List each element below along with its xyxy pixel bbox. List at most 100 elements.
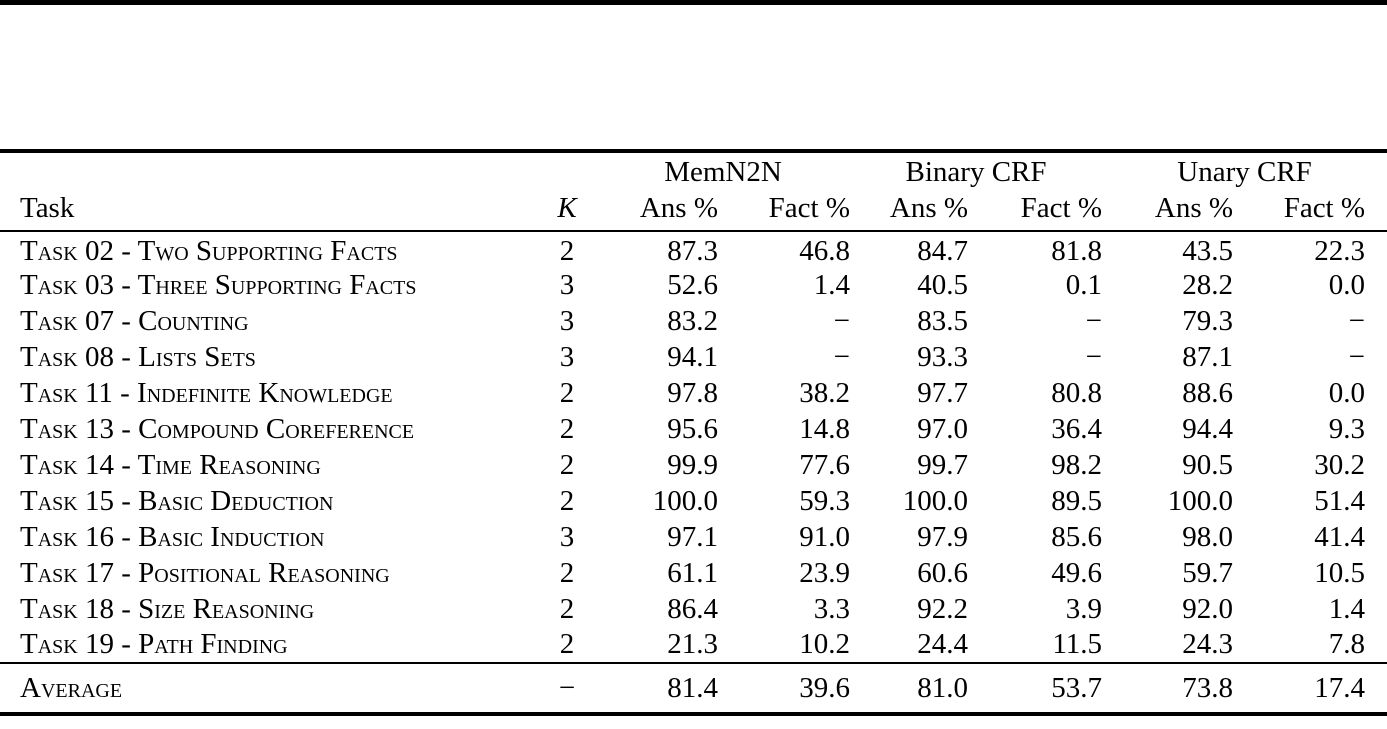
- cell-memn2n-fact: 91.0: [799, 520, 851, 553]
- cell-binary-ans: 24.4: [917, 628, 969, 660]
- table-body: Task 02 - Two Supporting Facts 2 87.3 46.8 8…: [0, 231, 1387, 663]
- average-unary-fact: 17.4: [1314, 671, 1366, 704]
- average-memn2n-ans: 81.4: [667, 671, 718, 704]
- table-row: Task 17 - Positional Reasoning 2 61.1 23.9 6…: [0, 555, 1387, 591]
- cell-unary-fact: −: [1348, 304, 1366, 337]
- cell-unary-fact: 0.0: [1328, 268, 1366, 301]
- cell-unary-ans: 87.1: [1182, 340, 1234, 373]
- k-value: 3: [559, 268, 575, 301]
- cell-binary-fact: 11.5: [1052, 628, 1103, 660]
- k-value: 3: [559, 340, 575, 373]
- task-name: Task 15 - Basic Deduction: [20, 484, 334, 517]
- cell-binary-fact: −: [1085, 304, 1103, 337]
- group-header-memn2n: MemN2N: [664, 156, 782, 188]
- cell-binary-ans: 97.0: [917, 412, 969, 445]
- cell-binary-ans: 97.9: [917, 520, 969, 553]
- task-name: Task 14 - Time Reasoning: [20, 448, 321, 481]
- table-row: Task 15 - Basic Deduction 2 100.0 59.3 100.0…: [0, 483, 1387, 519]
- table-row: Task 14 - Time Reasoning 2 99.9 77.6 99.7 98.…: [0, 447, 1387, 483]
- col-header-memn2n-ans: Ans %: [639, 192, 718, 224]
- k-value: 2: [559, 448, 575, 481]
- col-header-binary-ans: Ans %: [889, 192, 969, 224]
- cell-memn2n-ans: 100.0: [652, 484, 718, 517]
- table-footer: Average − 81.4 39.6 81.0 53.7 73.8 17.4: [0, 663, 1387, 714]
- col-header-memn2n-fact: Fact %: [768, 192, 851, 224]
- cell-unary-fact: 22.3: [1314, 234, 1366, 267]
- cell-memn2n-fact: 14.8: [799, 412, 851, 445]
- cell-binary-fact: 98.2: [1051, 448, 1103, 481]
- page-top-rule: [0, 0, 1387, 5]
- cell-memn2n-ans: 87.3: [667, 234, 718, 267]
- cell-memn2n-fact: 23.9: [799, 556, 851, 589]
- average-label: Average: [20, 671, 123, 704]
- task-name: Task 19 - Path Finding: [20, 628, 288, 660]
- task-name: Task 18 - Size Reasoning: [20, 592, 315, 625]
- cell-binary-ans: 92.2: [917, 592, 969, 625]
- cell-memn2n-fact: 46.8: [799, 234, 851, 267]
- k-value: 3: [559, 304, 575, 337]
- cell-binary-ans: 60.6: [917, 556, 969, 589]
- average-binary-ans: 81.0: [917, 671, 969, 704]
- cell-unary-ans: 88.6: [1182, 376, 1234, 409]
- k-value: 3: [559, 520, 575, 553]
- results-table: MemN2N Binary CRF Unary CRF Task K Ans %…: [0, 149, 1387, 716]
- cell-unary-fact: 51.4: [1314, 484, 1366, 517]
- task-name: Task 13 - Compound Coreference: [20, 412, 415, 445]
- cell-binary-fact: 81.8: [1051, 234, 1103, 267]
- table-row: Task 07 - Counting 3 83.2 − 83.5 − 79.3 −: [0, 303, 1387, 339]
- cell-memn2n-ans: 99.9: [667, 448, 718, 481]
- cell-memn2n-ans: 97.1: [667, 520, 718, 553]
- cell-memn2n-fact: 59.3: [799, 484, 851, 517]
- cell-unary-ans: 100.0: [1167, 484, 1234, 517]
- cell-memn2n-ans: 94.1: [667, 340, 718, 373]
- cell-unary-fact: 1.4: [1328, 592, 1366, 625]
- cell-unary-ans: 79.3: [1182, 304, 1234, 337]
- average-binary-fact: 53.7: [1051, 671, 1103, 704]
- col-header-binary-fact: Fact %: [1020, 192, 1103, 224]
- cell-memn2n-ans: 61.1: [667, 556, 718, 589]
- task-name: Task 08 - Lists Sets: [20, 340, 256, 373]
- cell-unary-ans: 28.2: [1182, 268, 1234, 301]
- col-header-unary-fact: Fact %: [1283, 192, 1366, 224]
- cell-memn2n-fact: −: [833, 340, 851, 373]
- cell-binary-fact: 80.8: [1051, 376, 1103, 409]
- average-row: Average − 81.4 39.6 81.0 53.7 73.8 17.4: [0, 663, 1387, 714]
- table-row: Task 03 - Three Supporting Facts 3 52.6 1.4…: [0, 267, 1387, 303]
- cell-unary-ans: 92.0: [1182, 592, 1234, 625]
- cell-memn2n-ans: 86.4: [667, 592, 718, 625]
- k-value: 2: [559, 556, 575, 589]
- cell-binary-ans: 84.7: [917, 234, 969, 267]
- k-value: 2: [559, 628, 575, 660]
- cell-unary-fact: 30.2: [1314, 448, 1366, 481]
- group-header-binary-crf: Binary CRF: [905, 156, 1047, 188]
- task-name: Task 16 - Basic Induction: [20, 520, 325, 553]
- cell-binary-fact: 85.6: [1051, 520, 1103, 553]
- table-row: Task 02 - Two Supporting Facts 2 87.3 46.8 8…: [0, 231, 1387, 267]
- cell-binary-fact: 49.6: [1051, 556, 1103, 589]
- group-header-unary-crf: Unary CRF: [1177, 156, 1312, 188]
- task-name: Task 11 - Indefinite Knowledge: [20, 376, 393, 409]
- k-value: 2: [559, 484, 575, 517]
- cell-memn2n-ans: 95.6: [667, 412, 718, 445]
- average-memn2n-fact: 39.6: [799, 671, 851, 704]
- cell-binary-ans: 40.5: [917, 268, 969, 301]
- cell-unary-fact: −: [1348, 340, 1366, 373]
- task-name: Task 07 - Counting: [20, 304, 249, 337]
- k-value: 2: [559, 234, 575, 267]
- table-row: Task 11 - Indefinite Knowledge 2 97.8 38.2 9…: [0, 375, 1387, 411]
- cell-binary-fact: 0.1: [1065, 268, 1103, 301]
- group-header-spacer: [0, 151, 538, 189]
- table-row: Task 19 - Path Finding 2 21.3 10.2 24.4 11.5 2…: [0, 627, 1387, 663]
- table-row: Task 16 - Basic Induction 3 97.1 91.0 97.9 85…: [0, 519, 1387, 555]
- cell-memn2n-fact: 10.2: [799, 628, 851, 660]
- cell-binary-ans: 93.3: [917, 340, 969, 373]
- cell-unary-ans: 94.4: [1182, 412, 1234, 445]
- cell-unary-ans: 59.7: [1182, 556, 1234, 589]
- table-row: Task 18 - Size Reasoning 2 86.4 3.3 92.2 3.9 9…: [0, 591, 1387, 627]
- cell-binary-ans: 99.7: [917, 448, 969, 481]
- k-value: 2: [559, 592, 575, 625]
- group-header-row: MemN2N Binary CRF Unary CRF: [0, 151, 1387, 189]
- cell-unary-ans: 90.5: [1182, 448, 1234, 481]
- col-header-k: K: [557, 192, 577, 224]
- cell-binary-fact: 3.9: [1065, 592, 1103, 625]
